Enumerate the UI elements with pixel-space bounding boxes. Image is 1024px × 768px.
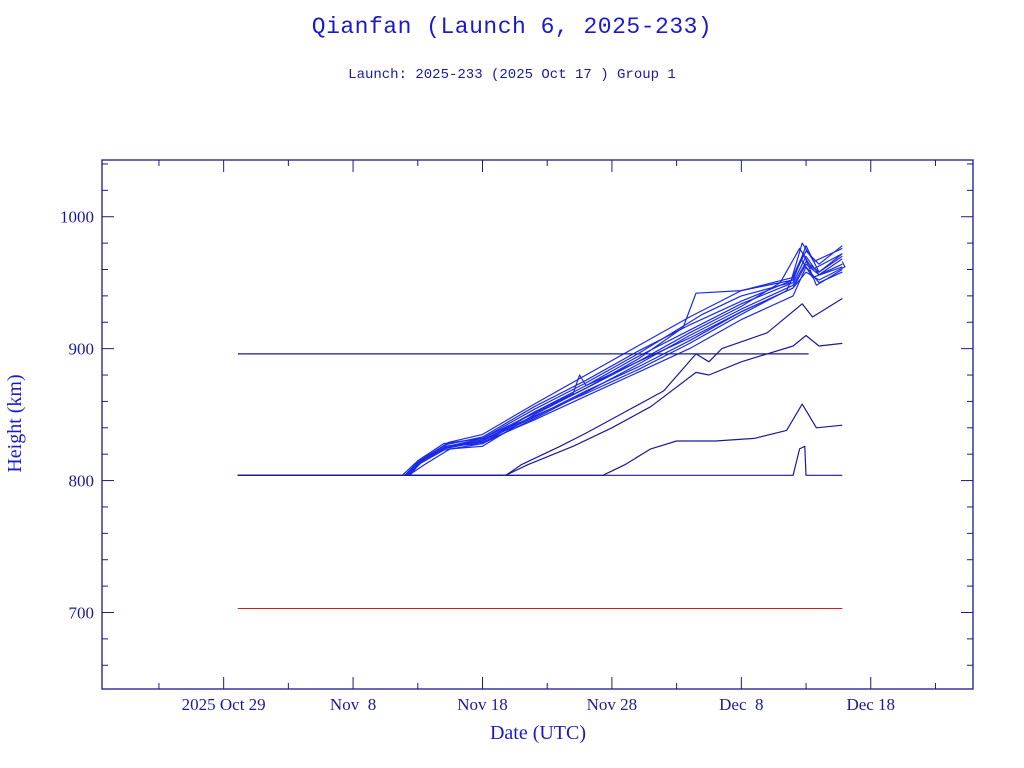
series-line-sat-04 (237, 245, 843, 476)
series-line-sat-08 (237, 245, 843, 476)
x-tick-label: 2025 Oct 29 (182, 695, 266, 714)
y-tick-label: 800 (69, 472, 95, 491)
x-axis-label: Date (UTC) (490, 722, 586, 744)
x-tick-label: Nov 18 (457, 695, 508, 714)
y-tick-label: 1000 (60, 208, 94, 227)
series-line-sat-16 (237, 445, 843, 476)
ticks-layer (102, 160, 973, 689)
series-layer (237, 242, 846, 610)
series-line-sat-10 (237, 253, 843, 476)
chart-title: Qianfan (Launch 6, 2025-233) (311, 14, 713, 40)
series-line-sat-15 (237, 403, 843, 476)
labels-layer: 2025 Oct 29 Nov 8 Nov 18 Nov 28 Dec 8 Dec 18 7… (60, 208, 895, 714)
series-line-sat-07 (237, 266, 843, 476)
x-tick-label: Nov 28 (587, 695, 638, 714)
plot-frame (101, 159, 974, 690)
y-tick-label: 700 (69, 603, 95, 622)
y-tick-label: 900 (69, 340, 95, 359)
x-tick-label: Dec 8 (719, 695, 763, 714)
x-tick-label: Nov 8 (330, 695, 376, 714)
series-line-sat-01 (237, 261, 846, 476)
x-tick-label: Dec 18 (846, 695, 895, 714)
series-line-sat-13 (237, 334, 843, 476)
series-line-sat-12 (237, 297, 843, 476)
series-line-sat-11 (237, 263, 843, 476)
chart-subtitle: Launch: 2025-233 (2025 Oct 17 ) Group 1 (348, 67, 676, 83)
series-line-sat-05 (237, 258, 843, 476)
series-line-sat-02 (237, 247, 843, 476)
y-axis-label: Height (km) (4, 374, 26, 472)
series-line-sat-06 (237, 253, 843, 476)
series-line-sat-09 (237, 255, 843, 476)
